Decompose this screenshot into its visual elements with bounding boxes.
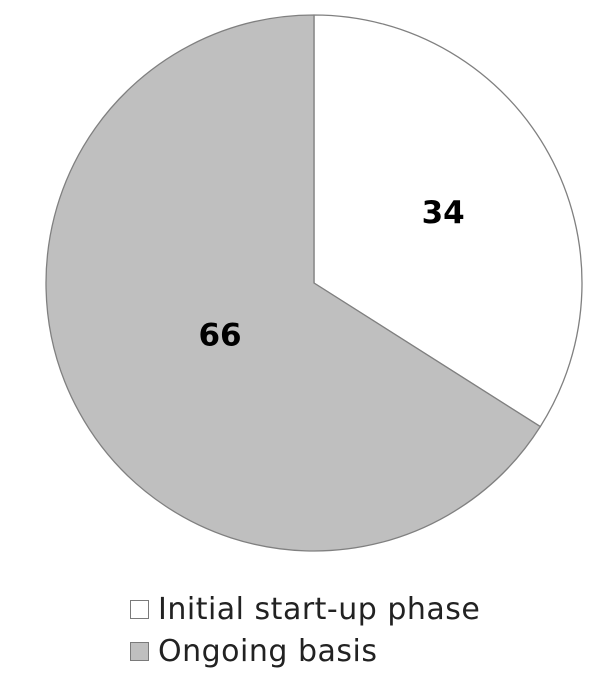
legend-swatch-initial-start-up-phase: [130, 599, 149, 619]
legend-swatch-ongoing-basis: [130, 641, 149, 661]
legend: Initial start-up phase Ongoing basis: [130, 588, 590, 672]
pie-slice-initial-start-up-phase: [313, 14, 583, 428]
pie-chart: 34 66: [45, 14, 583, 552]
legend-label-initial-start-up-phase: Initial start-up phase: [158, 591, 481, 627]
legend-item-ongoing-basis: Ongoing basis: [130, 630, 590, 672]
data-label-ongoing-basis: 66: [198, 318, 241, 354]
data-label-initial-start-up-phase: 34: [422, 195, 465, 231]
pie-slice-ongoing-basis: [45, 14, 541, 552]
data-labels: 34 66: [198, 195, 464, 354]
legend-item-initial-start-up-phase: Initial start-up phase: [130, 588, 590, 630]
legend-label-ongoing-basis: Ongoing basis: [158, 633, 378, 669]
pie-slices: [45, 14, 583, 552]
